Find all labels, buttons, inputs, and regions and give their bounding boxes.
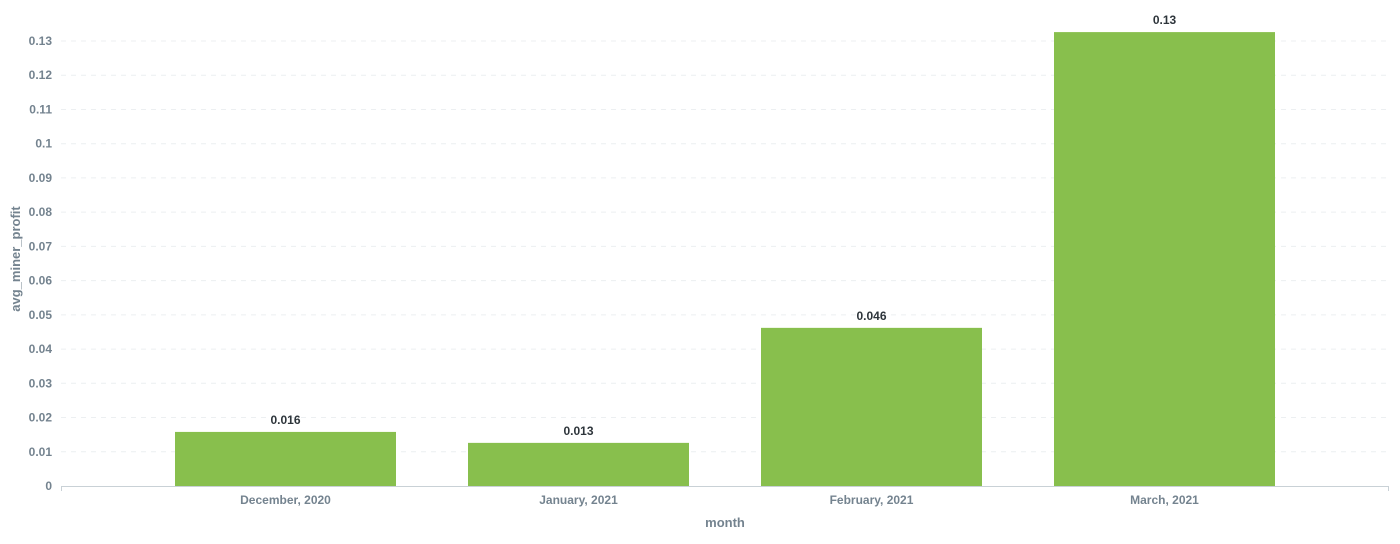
y-tick-label: 0.03 bbox=[29, 376, 53, 390]
data-labels: 0.016 0.013 0.046 0.13 bbox=[270, 13, 1176, 438]
data-label: 0.13 bbox=[1153, 13, 1177, 27]
x-axis-ticks: December, 2020 January, 2021 February, 202… bbox=[61, 486, 1389, 507]
gridlines bbox=[61, 40, 1389, 453]
bar bbox=[175, 431, 396, 486]
bar bbox=[1054, 32, 1275, 486]
y-tick-label: 0.12 bbox=[29, 68, 53, 82]
y-tick-label: 0 bbox=[45, 479, 52, 493]
y-tick-label: 0.06 bbox=[29, 274, 53, 288]
x-tick-label: February, 2021 bbox=[830, 493, 914, 507]
y-tick-label: 0.01 bbox=[29, 445, 53, 459]
y-tick-label: 0.1 bbox=[35, 137, 52, 151]
bar bbox=[761, 327, 982, 486]
y-tick-label: 0.09 bbox=[29, 171, 53, 185]
bar bbox=[468, 442, 689, 486]
data-label: 0.013 bbox=[563, 424, 593, 438]
x-axis-title: month bbox=[705, 515, 745, 530]
y-tick-label: 0.13 bbox=[29, 34, 53, 48]
y-axis-ticks: 0 0.01 0.02 0.03 0.04 0.05 0.06 0.07 0.08 0.09 0.1… bbox=[29, 34, 53, 493]
y-tick-label: 0.02 bbox=[29, 411, 53, 425]
y-tick-label: 0.11 bbox=[29, 102, 52, 116]
y-tick-label: 0.05 bbox=[29, 308, 53, 322]
data-label: 0.046 bbox=[856, 309, 886, 323]
y-axis-title: avg_miner_profit bbox=[8, 206, 23, 312]
x-tick-label: January, 2021 bbox=[539, 493, 618, 507]
bars bbox=[175, 32, 1275, 486]
data-label: 0.016 bbox=[270, 413, 300, 427]
y-tick-label: 0.08 bbox=[29, 205, 53, 219]
x-tick-label: March, 2021 bbox=[1130, 493, 1199, 507]
y-tick-label: 0.04 bbox=[29, 342, 53, 356]
x-tick-label: December, 2020 bbox=[240, 493, 331, 507]
y-tick-label: 0.07 bbox=[29, 239, 53, 253]
